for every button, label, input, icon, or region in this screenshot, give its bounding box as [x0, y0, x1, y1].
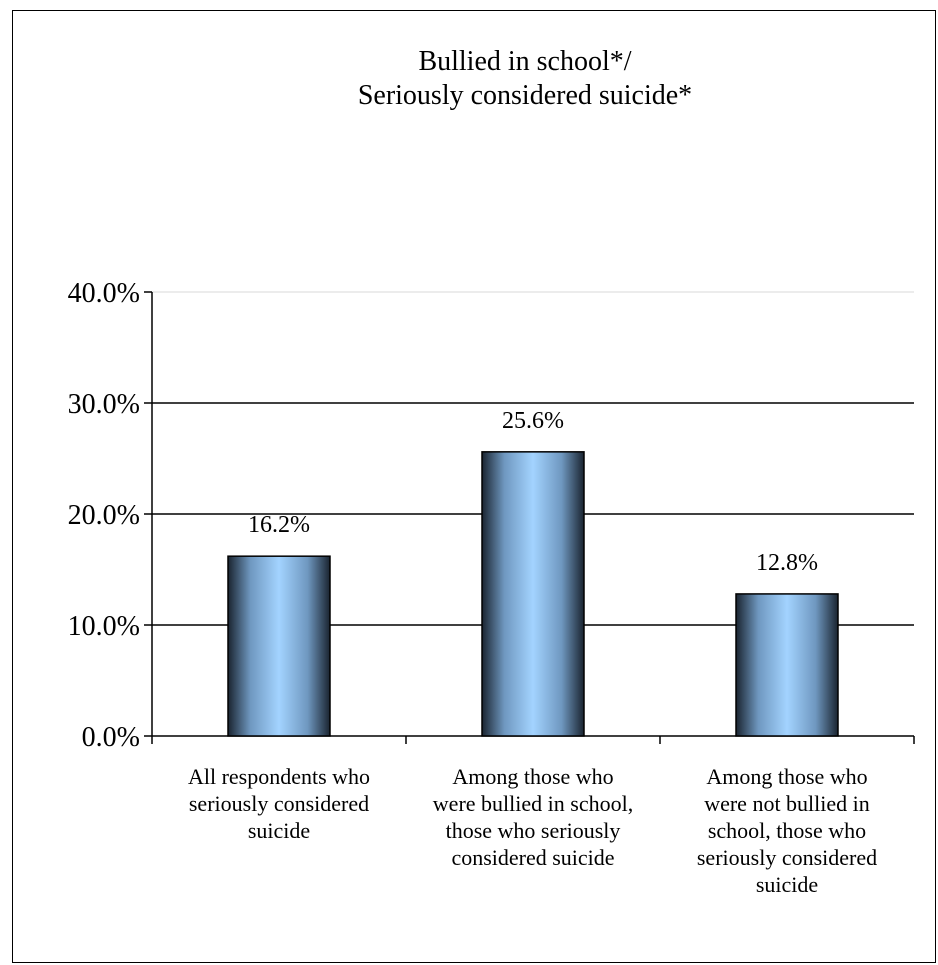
category-label-line: All respondents who: [188, 764, 370, 789]
bar: [735, 593, 839, 737]
title-line: Seriously considered suicide*: [358, 80, 692, 111]
y-tick-label: 20.0%: [68, 500, 140, 531]
bar: [227, 555, 331, 737]
data-label: 25.6%: [502, 408, 564, 434]
category-label-line: those who seriously: [446, 818, 621, 843]
chart-frame: [12, 10, 936, 963]
bar: [481, 451, 585, 737]
data-labels: 16.2% 25.6% 12.8%: [248, 408, 818, 576]
category-label-line: Among those who: [706, 764, 867, 789]
y-tick-label: 10.0%: [68, 611, 140, 642]
y-tick-label: 30.0%: [68, 389, 140, 420]
y-tick-labels: 0.0% 10.0% 20.0% 30.0% 40.0%: [68, 278, 140, 753]
data-label: 16.2%: [248, 512, 310, 538]
category-label-line: considered suicide: [451, 845, 614, 870]
category-label-line: seriously considered: [697, 845, 877, 870]
category-label-line: seriously considered: [189, 791, 369, 816]
category-label-line: suicide: [248, 818, 310, 843]
category-label-line: Among those who: [452, 764, 613, 789]
title-line: Bullied in school*/: [418, 46, 631, 77]
category-label-line: were bullied in school,: [433, 791, 633, 816]
y-tick-label: 0.0%: [82, 722, 140, 753]
y-tick-label: 40.0%: [68, 278, 140, 309]
category-label-line: were not bullied in: [704, 791, 870, 816]
category-label-line: school, those who: [708, 818, 866, 843]
data-label: 12.8%: [756, 550, 818, 576]
bars: [227, 451, 839, 737]
chart-title: Bullied in school*/Seriously considered …: [358, 46, 692, 111]
category-label-line: suicide: [756, 872, 818, 897]
